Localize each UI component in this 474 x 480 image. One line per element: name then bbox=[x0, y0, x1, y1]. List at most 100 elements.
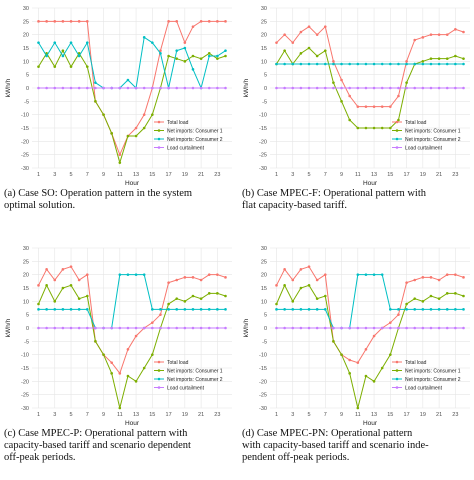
y-tick-label: 5 bbox=[264, 73, 267, 79]
data-point-total-load bbox=[389, 321, 392, 324]
caption-line: (d) Case MPEC-PN: Operational pattern bbox=[242, 428, 413, 439]
data-point-curtailment bbox=[37, 86, 40, 90]
data-point-curtailment bbox=[454, 326, 457, 330]
x-tick-label: 5 bbox=[307, 172, 310, 178]
data-point-consumer2 bbox=[118, 273, 122, 276]
x-tick-label: 1 bbox=[275, 412, 278, 418]
data-point-curtailment bbox=[126, 86, 130, 90]
data-point-curtailment bbox=[167, 326, 170, 330]
data-point-total-load bbox=[53, 278, 57, 282]
y-tick-label: 15 bbox=[261, 46, 267, 52]
data-point-total-load bbox=[45, 268, 48, 271]
data-point-curtailment bbox=[380, 326, 384, 330]
data-point-consumer2 bbox=[291, 308, 295, 311]
data-point-total-load bbox=[69, 265, 73, 268]
y-tick-label: 10 bbox=[23, 59, 29, 65]
data-point-curtailment bbox=[372, 86, 376, 90]
data-point-consumer2 bbox=[142, 36, 146, 39]
data-point-curtailment bbox=[224, 326, 227, 330]
data-point-consumer2 bbox=[380, 62, 384, 66]
data-point-curtailment bbox=[397, 326, 400, 330]
data-point-total-load bbox=[445, 273, 449, 276]
y-tick-label: 10 bbox=[261, 59, 267, 65]
legend-label-consumer2: Net imports: Consumer 2 bbox=[405, 377, 461, 383]
data-point-consumer2 bbox=[53, 41, 57, 44]
data-point-total-load bbox=[315, 278, 319, 282]
data-point-consumer2 bbox=[454, 308, 457, 311]
data-point-consumer1 bbox=[53, 300, 57, 303]
data-point-consumer2 bbox=[94, 81, 97, 84]
data-point-consumer2 bbox=[364, 62, 368, 66]
data-point-consumer1 bbox=[183, 60, 187, 63]
y-tick-label: 20 bbox=[23, 33, 29, 39]
data-point-consumer2 bbox=[126, 273, 130, 276]
legend-label-consumer2: Net imports: Consumer 2 bbox=[167, 137, 223, 143]
x-tick-label: 23 bbox=[452, 412, 458, 418]
data-point-consumer2 bbox=[389, 308, 392, 311]
data-point-curtailment bbox=[389, 326, 392, 330]
data-point-consumer2 bbox=[437, 62, 441, 66]
data-point-consumer2 bbox=[315, 62, 319, 66]
data-point-consumer1 bbox=[207, 52, 211, 55]
data-point-consumer1 bbox=[454, 54, 457, 58]
data-point-curtailment bbox=[421, 326, 425, 330]
data-point-consumer2 bbox=[299, 308, 303, 311]
data-point-consumer2 bbox=[45, 308, 48, 311]
data-point-curtailment bbox=[37, 326, 40, 330]
data-point-consumer2 bbox=[224, 308, 227, 311]
x-tick-label: 19 bbox=[420, 172, 426, 178]
y-axis-title: kWh/h bbox=[243, 318, 250, 337]
data-point-consumer1 bbox=[216, 57, 219, 60]
legend-label-total-load: Total load bbox=[405, 120, 427, 126]
y-tick-label: 10 bbox=[23, 299, 29, 305]
data-point-total-load bbox=[291, 41, 295, 44]
data-point-curtailment bbox=[175, 326, 179, 330]
data-point-total-load bbox=[429, 276, 433, 279]
data-point-total-load bbox=[69, 20, 73, 23]
data-point-curtailment bbox=[191, 86, 195, 90]
data-point-total-load bbox=[299, 268, 303, 271]
data-point-total-load bbox=[142, 113, 146, 116]
y-tick-label: 25 bbox=[261, 259, 267, 265]
y-tick-label: 20 bbox=[261, 273, 267, 279]
legend-marker-curtailment bbox=[395, 146, 399, 149]
data-point-curtailment bbox=[85, 326, 89, 330]
data-point-consumer1 bbox=[151, 353, 154, 356]
data-point-consumer2 bbox=[429, 308, 433, 311]
data-point-total-load bbox=[348, 358, 351, 362]
data-point-consumer2 bbox=[77, 54, 81, 58]
data-point-consumer1 bbox=[167, 54, 170, 58]
x-tick-label: 3 bbox=[291, 172, 294, 178]
data-point-total-load bbox=[85, 20, 89, 23]
data-point-consumer1 bbox=[110, 132, 113, 135]
data-point-total-load bbox=[183, 276, 187, 279]
data-point-total-load bbox=[283, 268, 286, 271]
data-point-total-load bbox=[462, 30, 465, 34]
data-point-consumer1 bbox=[224, 294, 227, 298]
data-point-consumer2 bbox=[216, 54, 219, 58]
data-point-consumer1 bbox=[94, 100, 97, 103]
y-tick-label: 0 bbox=[26, 86, 29, 92]
series-line-total-load bbox=[276, 266, 464, 364]
data-point-curtailment bbox=[142, 86, 146, 90]
legend-marker-total-load bbox=[395, 120, 399, 124]
data-point-consumer2 bbox=[61, 308, 65, 311]
y-tick-label: -25 bbox=[21, 153, 29, 159]
legend-marker-total-load bbox=[157, 360, 161, 364]
data-point-curtailment bbox=[421, 86, 425, 90]
data-point-curtailment bbox=[437, 86, 441, 90]
data-point-consumer2 bbox=[45, 54, 48, 58]
data-point-consumer2 bbox=[142, 273, 146, 276]
data-point-total-load bbox=[191, 25, 195, 28]
y-tick-label: -10 bbox=[259, 353, 267, 359]
data-point-total-load bbox=[454, 273, 457, 276]
y-tick-label: -10 bbox=[21, 353, 29, 359]
data-point-total-load bbox=[340, 78, 343, 82]
data-point-consumer1 bbox=[142, 366, 146, 370]
data-point-consumer2 bbox=[85, 308, 89, 311]
data-point-curtailment bbox=[332, 86, 335, 90]
data-point-total-load bbox=[462, 276, 465, 279]
data-point-curtailment bbox=[348, 86, 351, 90]
data-point-curtailment bbox=[315, 326, 319, 330]
